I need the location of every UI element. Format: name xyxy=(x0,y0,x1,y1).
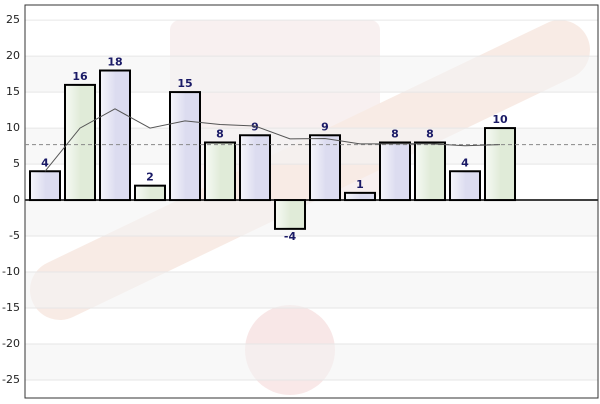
value-label: 9 xyxy=(251,120,259,133)
y-tick-label: -20 xyxy=(2,337,20,350)
bar-shade xyxy=(241,136,256,200)
bar-shade xyxy=(381,143,396,200)
value-label: 9 xyxy=(321,120,329,133)
grid-band xyxy=(25,200,598,237)
value-label: 8 xyxy=(426,127,434,140)
bar-shade xyxy=(311,136,326,200)
value-label: 4 xyxy=(461,156,469,169)
bar-shade xyxy=(31,172,46,200)
value-label: 15 xyxy=(177,77,192,90)
bar-shade xyxy=(276,201,291,228)
grid-band xyxy=(25,344,598,381)
y-tick-label: 25 xyxy=(6,13,20,26)
value-label: 8 xyxy=(216,127,224,140)
y-tick-label: -5 xyxy=(9,229,20,242)
bar-shade xyxy=(171,93,186,200)
bar-shade xyxy=(451,172,466,200)
value-label: 18 xyxy=(107,56,122,69)
y-tick-label: -15 xyxy=(2,301,20,314)
value-label: 2 xyxy=(146,171,154,184)
y-tick-label: -25 xyxy=(2,373,20,386)
y-tick-label: 10 xyxy=(6,121,20,134)
bar-shade xyxy=(206,143,221,200)
value-label: 8 xyxy=(391,127,399,140)
bar-shade xyxy=(346,193,361,200)
y-tick-label: 15 xyxy=(6,85,20,98)
value-label: 16 xyxy=(72,70,88,83)
bar-shade xyxy=(416,143,431,200)
y-tick-label: 5 xyxy=(13,157,20,170)
bar-shade xyxy=(486,129,501,200)
bar-shade xyxy=(66,85,81,200)
value-label: 4 xyxy=(41,156,49,169)
value-label: 10 xyxy=(492,113,508,126)
plot-border xyxy=(24,4,599,399)
y-tick-label: 20 xyxy=(6,49,20,62)
y-tick-label: -10 xyxy=(2,265,20,278)
bar-shade xyxy=(101,71,116,200)
value-label: 1 xyxy=(356,178,364,191)
grid-band xyxy=(25,272,598,309)
running-average-line xyxy=(44,108,501,172)
bar-shade xyxy=(136,186,151,200)
y-tick-label: 0 xyxy=(13,193,20,206)
value-label: -4 xyxy=(284,230,297,243)
